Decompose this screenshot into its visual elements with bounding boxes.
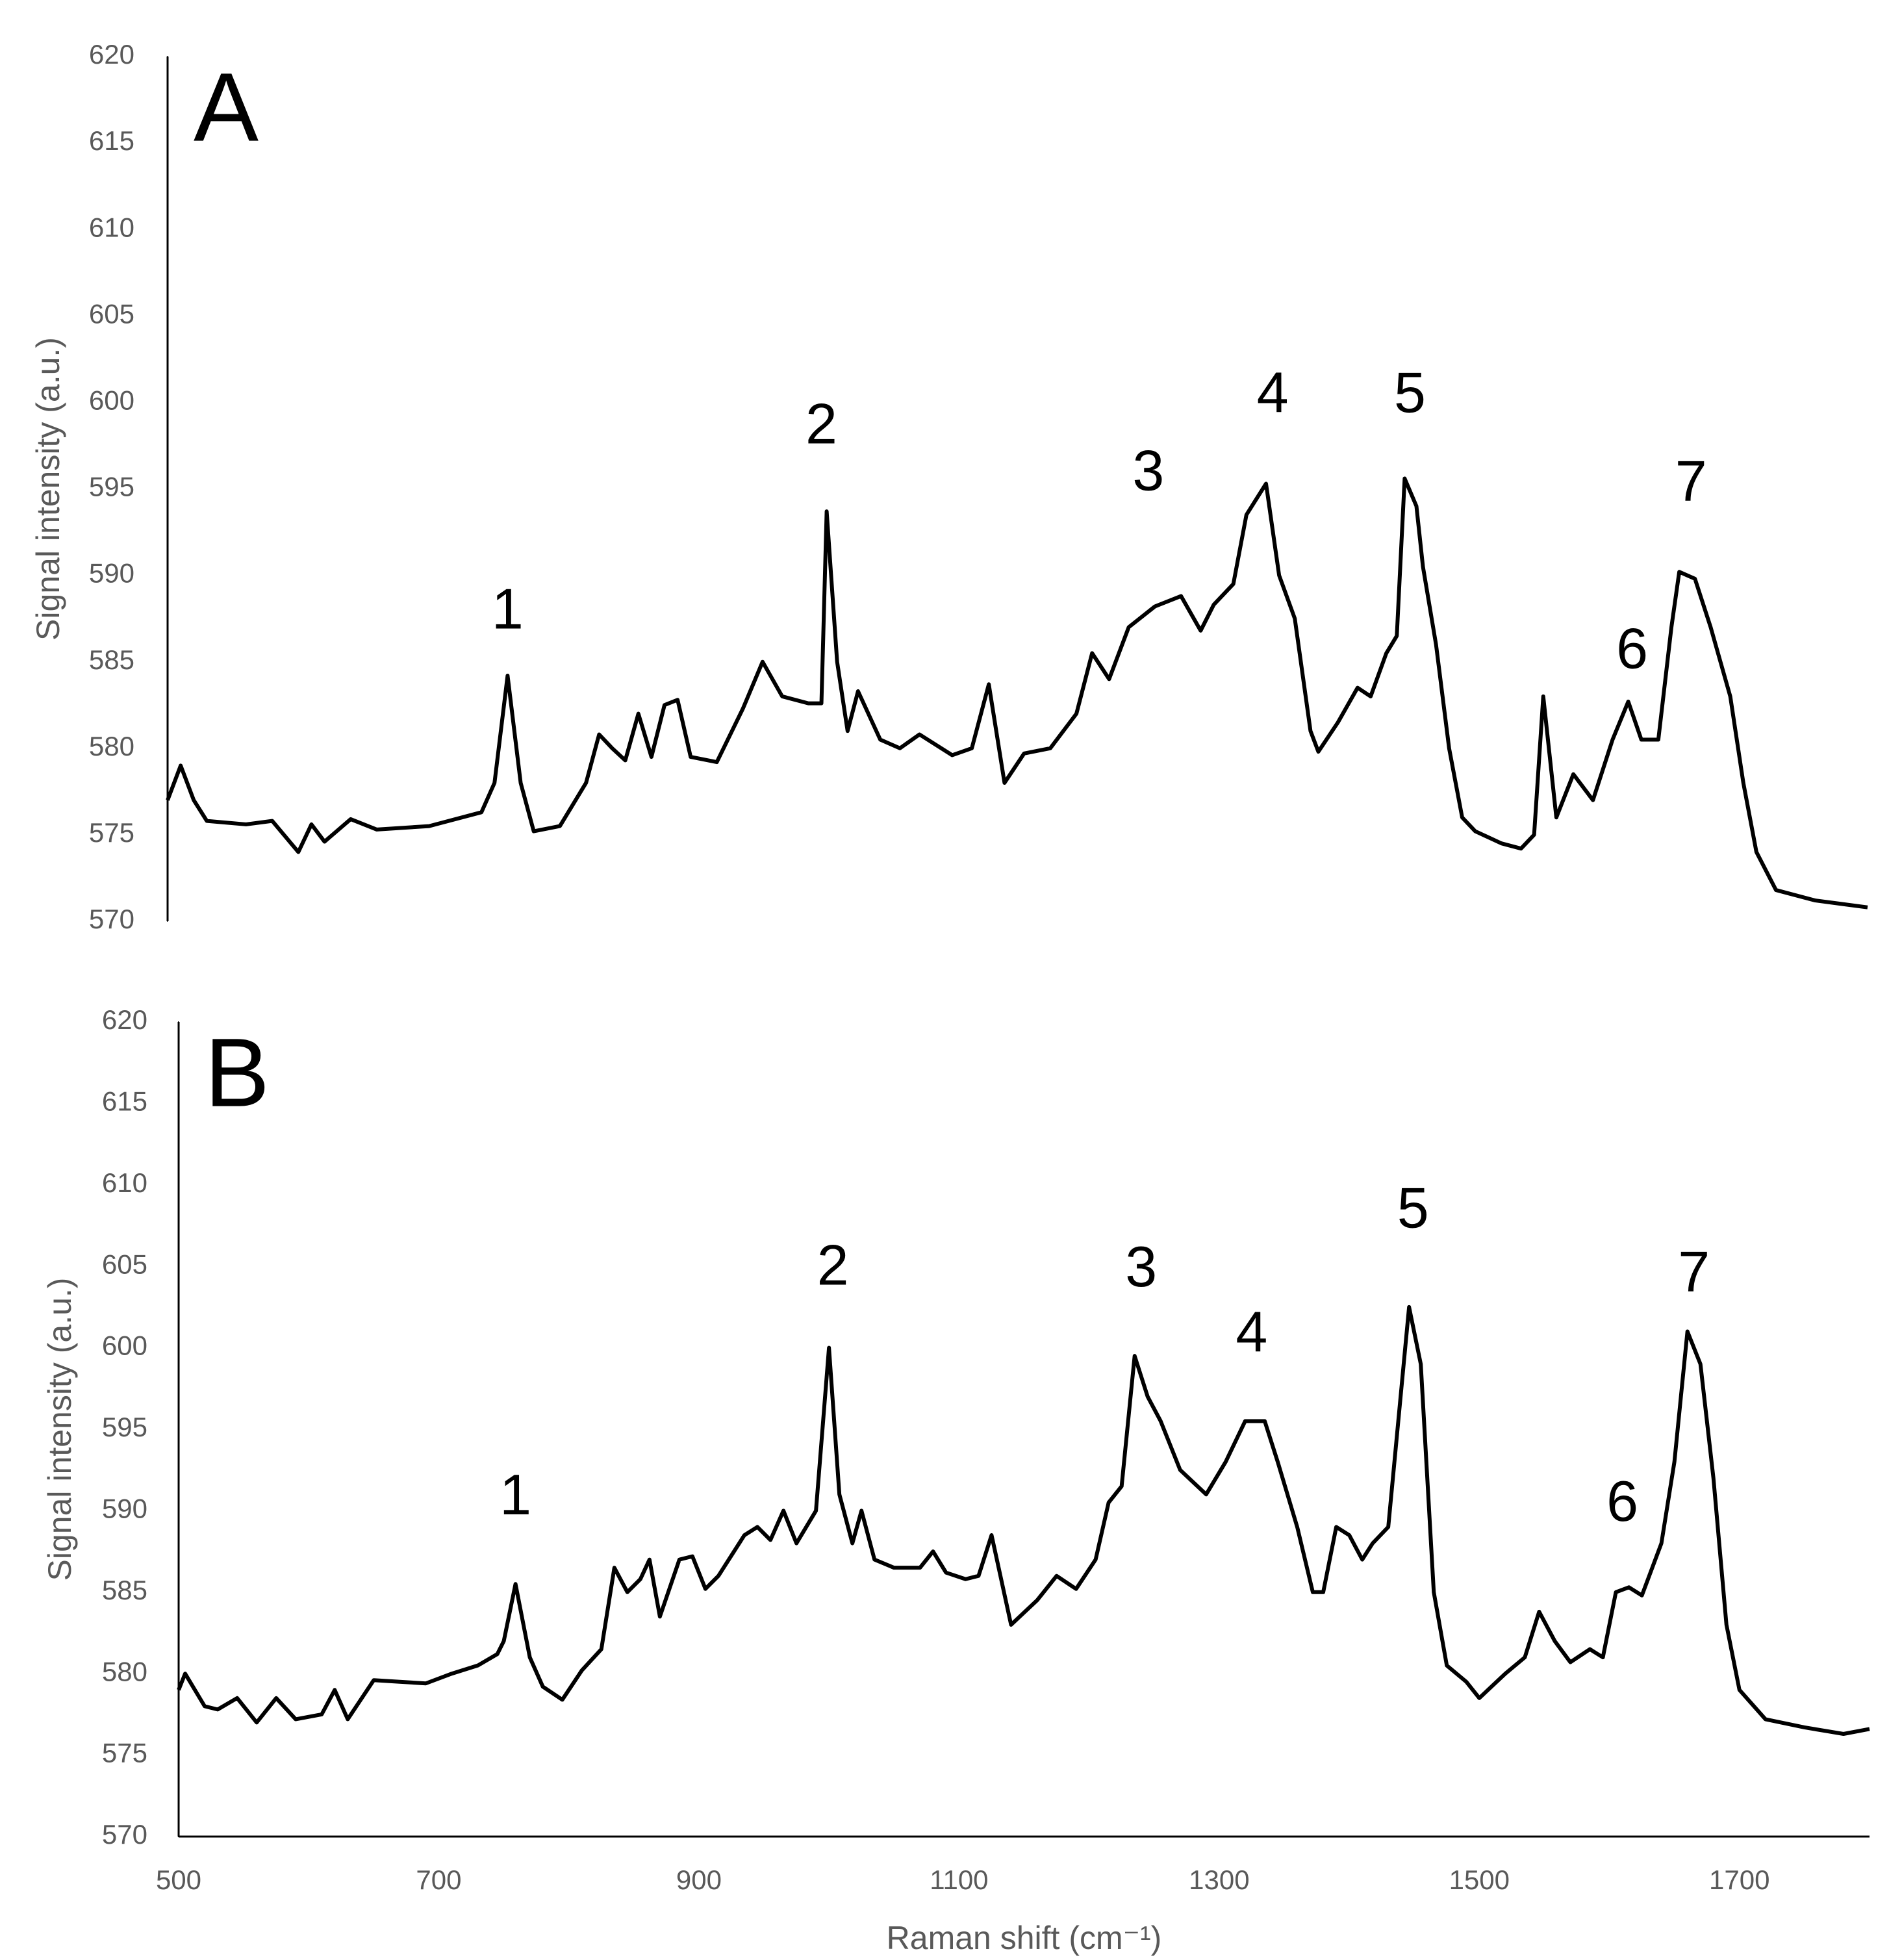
peak-label: 2 <box>805 392 837 456</box>
y-tick-label: 600 <box>102 1330 147 1361</box>
peak-label: 6 <box>1606 1469 1638 1533</box>
y-tick-label: 605 <box>102 1249 147 1279</box>
y-tick-label: 595 <box>89 472 134 502</box>
y-axis-title: Signal intensity (a.u.) <box>42 1278 78 1581</box>
y-axis-title: Signal intensity (a.u.) <box>30 337 66 641</box>
y-tick-label: 570 <box>102 1819 147 1850</box>
peak-label: 2 <box>817 1232 849 1297</box>
peak-label: 5 <box>1394 361 1426 425</box>
y-tick-label: 580 <box>102 1656 147 1686</box>
y-tick-label: 610 <box>102 1167 147 1198</box>
x-tick-label: 1500 <box>1449 1865 1510 1895</box>
y-tick-label: 585 <box>89 644 134 675</box>
y-tick-label: 575 <box>102 1738 147 1768</box>
y-tick-label: 590 <box>89 558 134 589</box>
chart-panel: 570575580585590595600605610615620Signal … <box>30 39 1868 934</box>
y-tick-label: 585 <box>102 1575 147 1605</box>
spectrum-line <box>166 476 1868 910</box>
y-tick-label: 595 <box>102 1412 147 1442</box>
peak-label: 3 <box>1132 438 1164 502</box>
x-tick-label: 700 <box>416 1865 461 1895</box>
peak-label: 5 <box>1397 1176 1429 1240</box>
y-tick-label: 605 <box>89 298 134 329</box>
peak-label: 1 <box>500 1462 531 1527</box>
y-tick-label: 615 <box>102 1086 147 1116</box>
x-tick-label: 1300 <box>1189 1865 1249 1895</box>
y-tick-label: 570 <box>89 904 134 934</box>
y-tick-label: 580 <box>89 731 134 761</box>
x-axis-title: Raman shift (cm⁻¹) <box>887 1920 1162 1956</box>
y-tick-label: 620 <box>89 39 134 70</box>
x-tick-label: 900 <box>676 1865 722 1895</box>
y-tick-label: 615 <box>89 125 134 156</box>
spectrum-line <box>177 1305 1870 1736</box>
y-tick-label: 590 <box>102 1493 147 1523</box>
panel-label: B <box>205 1018 270 1127</box>
peak-label: 4 <box>1236 1299 1267 1364</box>
peak-label: 3 <box>1125 1234 1157 1299</box>
y-tick-label: 610 <box>89 212 134 242</box>
y-tick-label: 620 <box>102 1004 147 1035</box>
panel-label: A <box>194 53 259 162</box>
peak-label: 7 <box>1675 448 1707 513</box>
peak-label: 7 <box>1678 1239 1710 1303</box>
peak-label: 6 <box>1616 617 1648 681</box>
x-tick-label: 1100 <box>930 1865 988 1895</box>
x-tick-label: 500 <box>156 1865 201 1895</box>
y-tick-label: 600 <box>89 385 134 415</box>
y-tick-label: 575 <box>89 817 134 848</box>
peak-label: 4 <box>1257 361 1289 425</box>
peak-label: 1 <box>492 576 524 641</box>
x-tick-label: 1700 <box>1709 1865 1769 1895</box>
